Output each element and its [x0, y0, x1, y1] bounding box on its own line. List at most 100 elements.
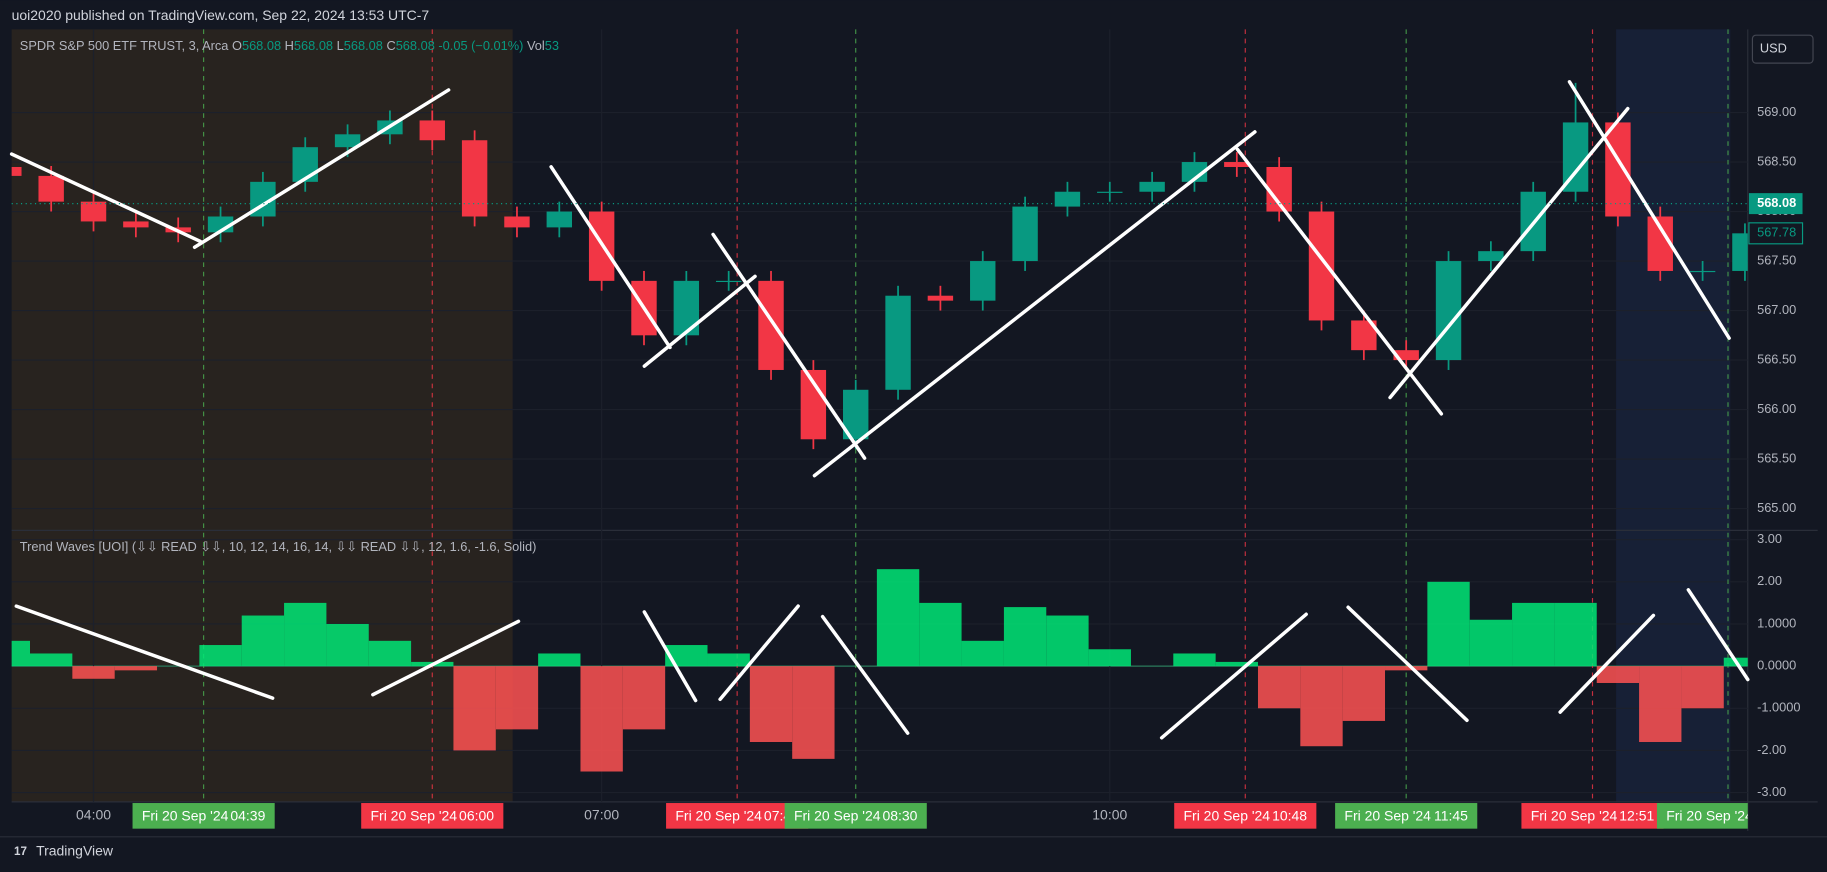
wave-bar — [1046, 615, 1089, 667]
event-date: Fri 20 Sep '24 — [794, 808, 881, 824]
y-tick-label: 567.50 — [1757, 252, 1796, 267]
wave-bar — [1300, 666, 1343, 747]
candle-body — [758, 280, 784, 370]
event-time: 11:45 — [1434, 808, 1468, 824]
y-tick-label: 565.00 — [1757, 500, 1796, 515]
second-price-label: 567.78 — [1757, 225, 1796, 240]
x-tick-label: 07:00 — [584, 807, 619, 823]
vol-label: Vol — [527, 38, 545, 53]
event-badge — [666, 803, 809, 829]
wave-bar — [241, 615, 285, 667]
osc-tick-label: 2.00 — [1757, 573, 1782, 588]
currency[interactable]: USD — [1760, 41, 1787, 56]
wave-bar — [665, 645, 708, 667]
x-tick-label: 10:00 — [1092, 807, 1127, 823]
wave-bar — [622, 666, 666, 730]
candle-body — [673, 280, 700, 336]
footer-brand: TradingView — [36, 843, 114, 859]
wave-bar — [538, 653, 581, 667]
l-value: 568.08 — [344, 38, 383, 53]
symbol: SPDR S&P 500 ETF TRUST, 3, Arca — [20, 38, 229, 53]
o-label: O — [232, 38, 242, 53]
legend: SPDR S&P 500 ETF TRUST, 3, Arca O568.08 … — [20, 38, 559, 53]
candle-body — [1605, 122, 1631, 217]
candle-body — [1308, 211, 1335, 321]
candle-body — [504, 216, 530, 228]
wave-bar — [30, 653, 73, 667]
candle-body — [461, 140, 488, 217]
h-value: 568.08 — [294, 38, 333, 53]
osc-tick-label: 1.0000 — [1757, 615, 1796, 630]
wave-bar — [1257, 666, 1301, 709]
event-badge — [132, 803, 275, 829]
currency-button[interactable] — [1751, 34, 1814, 64]
event-time: 06:00 — [459, 808, 494, 824]
wave-bar — [326, 623, 369, 667]
y-tick-label: 567.00 — [1757, 302, 1796, 317]
event-date: Fri 20 Sep '24 — [142, 808, 229, 824]
candle-body — [1478, 251, 1504, 262]
event-time: 12:51 — [1619, 808, 1654, 824]
candle-body — [970, 261, 996, 301]
wave-bar — [919, 602, 962, 667]
trend-lines — [9, 80, 1750, 740]
wave-bar — [1596, 666, 1640, 683]
wave-bar — [876, 569, 920, 667]
osc-tick-label: 3.00 — [1757, 531, 1782, 546]
vol-value: 53 — [545, 38, 559, 53]
event-time: 10:48 — [1272, 808, 1307, 824]
candle-body — [1139, 181, 1165, 192]
event-badge — [1656, 803, 1748, 829]
wave-bar — [1681, 666, 1724, 709]
wave-bar — [1215, 661, 1258, 667]
candle-body — [885, 295, 911, 390]
wave-bar — [580, 666, 623, 772]
y-tick-label: 569.00 — [1757, 104, 1796, 119]
last-price-label: 568.08 — [1757, 195, 1796, 210]
candle-body — [1732, 233, 1748, 271]
wave-bar — [495, 666, 539, 730]
wave-bar — [453, 666, 496, 751]
header: uoi2020 published on TradingView.com, Se… — [12, 7, 430, 23]
logo: 17 — [14, 845, 27, 858]
wave-bar — [1385, 666, 1428, 671]
candle-body — [419, 120, 445, 141]
y-tick-label: 566.50 — [1757, 351, 1796, 366]
c-value: 568.08 — [396, 38, 435, 53]
wave-bar — [961, 640, 1004, 667]
candle-body — [1181, 162, 1208, 182]
wave-bar — [707, 653, 750, 667]
candle-body — [292, 147, 318, 182]
candle-body — [715, 280, 742, 283]
candle-body — [1689, 270, 1716, 273]
wave-bar — [1173, 653, 1216, 667]
candle-body — [1224, 162, 1250, 167]
wave-bar — [1639, 666, 1682, 743]
wave-bar — [1427, 581, 1470, 667]
candle-body — [334, 134, 361, 148]
y-tick-label: 566.00 — [1757, 401, 1796, 416]
wave-bar — [749, 666, 793, 743]
event-date: Fri 20 Sep '24 — [1666, 808, 1753, 824]
event-badge — [1335, 803, 1478, 829]
candle-body — [80, 201, 107, 222]
wave-bar — [1512, 602, 1555, 667]
event-badge — [361, 803, 504, 829]
session-shade — [11, 29, 513, 802]
wave-bar — [1003, 607, 1047, 667]
x-tick-label: 04:00 — [76, 807, 111, 823]
event-time: 04:39 — [230, 808, 265, 824]
osc-tick-label: -2.00 — [1757, 742, 1786, 757]
indicator-title: Trend Waves [UOI] (⇩⇩ READ ⇩⇩, 10, 12, 1… — [20, 539, 537, 554]
candle-body — [1393, 350, 1419, 361]
c-label: C — [386, 38, 395, 53]
wave-bar — [1088, 649, 1131, 667]
event-badge — [1521, 803, 1664, 829]
o-value: 568.08 — [242, 38, 281, 53]
event-badge — [1174, 803, 1317, 829]
wave-bar — [72, 666, 115, 679]
osc-tick-label: -1.0000 — [1757, 700, 1800, 715]
candle-body — [1097, 191, 1123, 193]
